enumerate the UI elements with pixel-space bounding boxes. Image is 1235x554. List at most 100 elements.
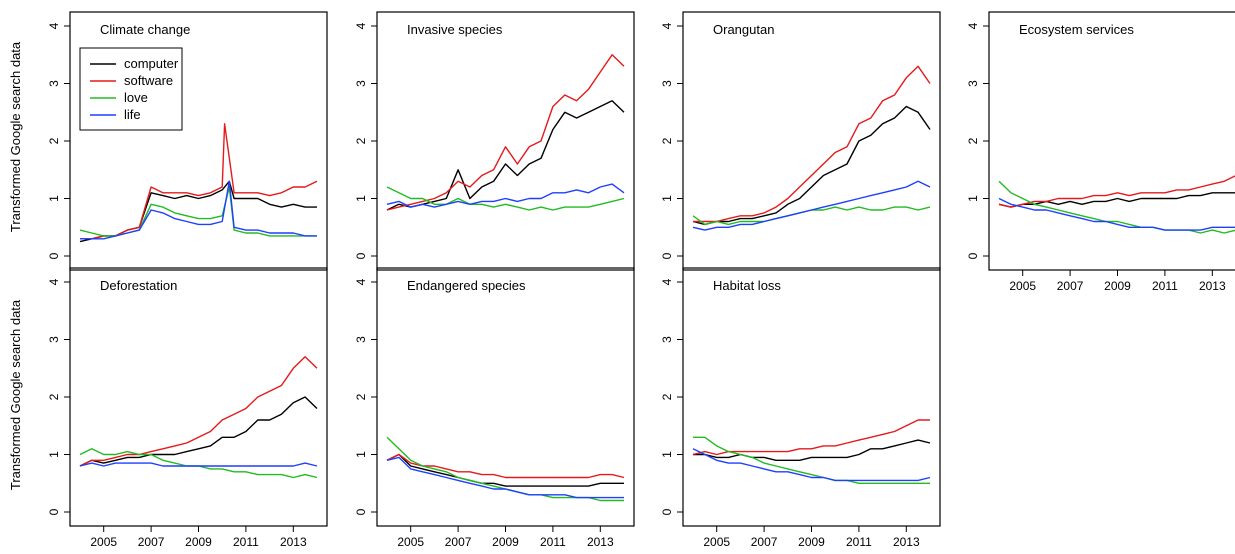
series-line-computer [386,100,625,211]
x-tick-label: 2007 [445,535,472,549]
series-line-software [693,65,931,223]
y-tick-label: 0 [354,508,368,515]
legend-box [79,47,183,131]
panel-title: Habitat loss [713,278,781,293]
panel-frame [376,267,635,527]
x-tick-label: 2009 [185,535,212,549]
y-tick-label: 3 [966,80,980,87]
legend: computer software love life [79,47,183,131]
panel-title: Climate change [100,22,190,37]
x-tick-label: 2005 [703,535,730,549]
y-tick-label: 1 [47,195,61,202]
x-tick-label: 2013 [587,535,614,549]
x-tick-label: 2013 [280,535,307,549]
panel-grid: Climate change 0 1 2 3 4 Invasive species 0 1 2 3 4… [47,11,1235,549]
y-tick-label: 0 [966,252,980,259]
series-line-software [998,175,1235,208]
panel: Endangered species 0 1 2 3 4 2005 2007 2009 2011 2… [354,267,635,549]
series-line-love [998,180,1235,234]
x-tick-label: 2011 [540,535,566,549]
y-tick-label: 2 [660,137,674,144]
y-tick-label: 2 [966,137,980,144]
panel-title: Endangered species [407,278,526,293]
series-line-software [386,54,625,211]
y-axis-label: Transformed Google search data [8,299,23,490]
y-axis-label: Transformed Google search data [8,41,23,232]
y-tick-label: 2 [354,393,368,400]
y-tick-label: 2 [47,137,61,144]
y-tick-label: 0 [47,252,61,259]
y-tick-label: 1 [47,451,61,458]
series-line-software [386,453,625,479]
y-tick-label: 1 [660,195,674,202]
legend-entry-life: life [124,107,141,122]
y-tick-label: 3 [354,80,368,87]
legend-entry-software: software [124,73,173,88]
x-tick-label: 2009 [1104,279,1131,293]
series-line-computer [692,105,931,226]
series-line-life [998,197,1235,231]
y-tick-label: 0 [47,508,61,515]
y-tick-label: 0 [660,252,674,259]
x-tick-label: 2007 [751,535,778,549]
y-tick-label: 2 [660,393,674,400]
panel-frame [376,11,635,271]
panel-frame [682,267,941,527]
series-line-computer [386,453,624,487]
panel: Habitat loss 0 1 2 3 4 2005 2007 2009 2011 2013 [660,267,941,549]
y-tick-label: 4 [660,278,674,285]
legend-entry-love: love [124,90,148,105]
y-tick-label: 4 [660,22,674,29]
series-line-life [386,183,625,208]
x-tick-label: 2009 [798,535,825,549]
panel: Deforestation 0 1 2 3 4 2005 2007 2009 2011 2013 [47,267,328,549]
series-line-love [79,186,317,237]
x-tick-label: 2005 [90,535,117,549]
series-line-software [79,356,318,467]
series-line-love [693,436,930,484]
panel-title: Orangutan [713,22,774,37]
panel: Invasive species 0 1 2 3 4 [354,11,635,271]
y-tick-label: 4 [354,278,368,285]
panel-title: Invasive species [407,22,503,37]
y-tick-label: 4 [966,22,980,29]
panel: Climate change 0 1 2 3 4 [47,11,328,271]
y-tick-label: 3 [47,80,61,87]
series-line-life [80,180,317,240]
series-line-computer [79,396,318,467]
series-line-life [79,462,318,467]
x-tick-label: 2011 [1152,279,1178,293]
panel: Orangutan 0 1 2 3 4 [660,11,941,271]
y-tick-label: 3 [47,336,61,343]
series-line-life [386,456,624,499]
x-tick-label: 2013 [893,535,920,549]
panel-frame [988,11,1235,271]
panel-title: Ecosystem services [1019,22,1134,37]
series-line-life [692,448,931,482]
panel-frame [69,267,328,527]
y-tick-label: 4 [47,278,61,285]
y-tick-label: 1 [354,195,368,202]
y-tick-label: 3 [660,336,674,343]
y-tick-label: 3 [354,336,368,343]
series-line-software [692,419,930,456]
y-tick-label: 4 [354,22,368,29]
series-line-computer [998,192,1235,208]
y-tick-label: 1 [966,195,980,202]
y-tick-label: 1 [354,451,368,458]
y-tick-label: 2 [354,137,368,144]
x-tick-label: 2005 [397,535,424,549]
panel-frame [682,11,941,271]
series-line-software [80,123,318,240]
x-tick-label: 2007 [138,535,165,549]
series-line-love [386,186,625,211]
y-tick-label: 0 [354,252,368,259]
x-tick-label: 2005 [1009,279,1036,293]
panel-title: Deforestation [100,278,177,293]
y-tick-label: 2 [47,393,61,400]
legend-entry-computer: computer [124,56,179,71]
x-tick-label: 2009 [492,535,519,549]
y-tick-label: 4 [47,22,61,29]
x-tick-label: 2013 [1199,279,1226,293]
